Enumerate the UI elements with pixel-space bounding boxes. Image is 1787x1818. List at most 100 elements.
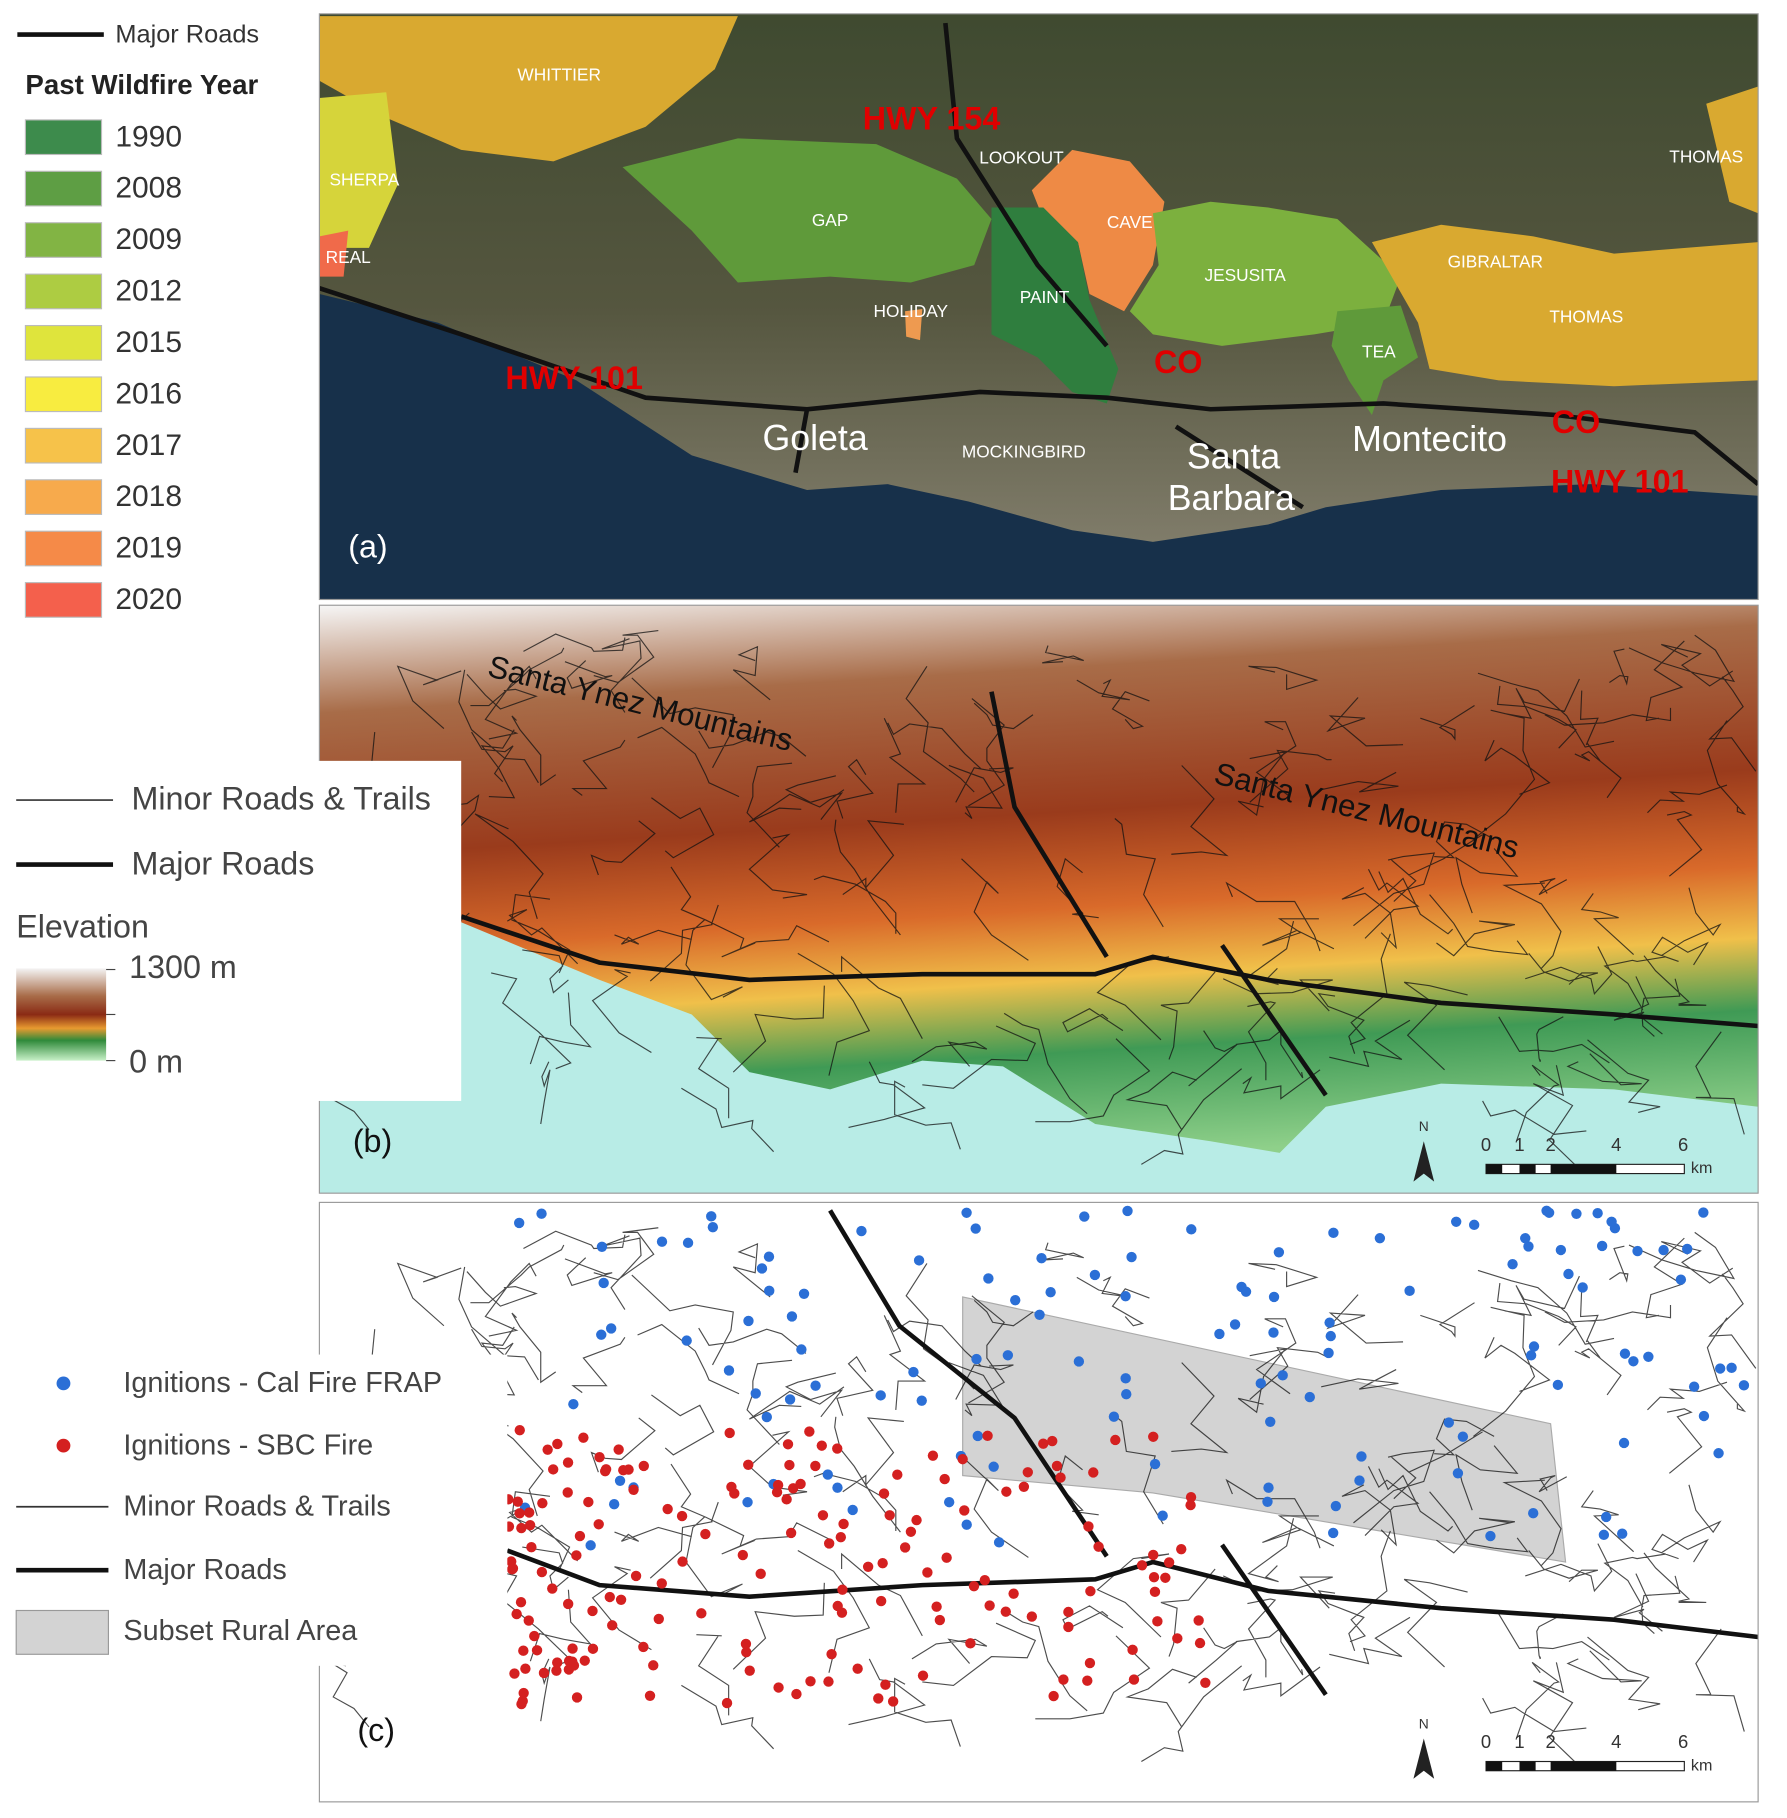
ignition-frap <box>750 1388 761 1399</box>
ignition-frap <box>1715 1363 1726 1374</box>
major-road <box>506 1209 1759 1696</box>
ignition-sbc <box>878 1488 890 1499</box>
ignition-sbc <box>518 1687 529 1699</box>
ignition-frap <box>1726 1362 1737 1374</box>
ignition-frap <box>1632 1245 1643 1257</box>
ignition-sbc <box>587 1605 598 1617</box>
ignition-sbc <box>781 1494 792 1505</box>
legend-swatch <box>24 273 103 310</box>
ignition-sbc <box>1022 1467 1033 1478</box>
ignition-sbc <box>567 1643 578 1654</box>
ignition-frap <box>1606 1216 1617 1227</box>
ignition-frap <box>656 1236 668 1247</box>
major-road <box>319 22 1759 510</box>
ignition-frap <box>1089 1269 1101 1281</box>
ignition-sbc <box>957 1453 968 1465</box>
ignition-frap <box>763 1251 775 1262</box>
ignition-sbc <box>737 1549 749 1561</box>
ignition-frap <box>1618 1437 1630 1449</box>
legend-a: Major Roads Past Wildfire Year 1990 2008 2… <box>17 20 259 618</box>
legend-label: 2020 <box>115 583 182 616</box>
fire-area <box>319 92 398 248</box>
ignition-sbc <box>1001 1486 1012 1497</box>
ignition-sbc <box>1127 1644 1138 1655</box>
legend-label: 2017 <box>115 429 182 462</box>
ignition-frap <box>1325 1330 1336 1342</box>
ignition-frap <box>943 1496 955 1508</box>
ignition-frap <box>1240 1286 1252 1297</box>
ignition-sbc <box>516 1522 527 1534</box>
legend-swatch <box>24 119 103 156</box>
ignition-sbc <box>523 1615 534 1626</box>
ignition-sbc <box>562 1487 573 1498</box>
legend-swatch <box>24 376 103 413</box>
ignition-frap <box>1468 1219 1480 1231</box>
ignition-sbc <box>835 1531 847 1543</box>
legend-dot <box>56 1376 71 1391</box>
ignition-sbc <box>615 1594 627 1605</box>
ignition-frap <box>1010 1294 1021 1306</box>
legend-label: Major Roads <box>123 1554 286 1586</box>
place-label: Santa <box>1187 436 1280 476</box>
ignition-sbc <box>700 1528 711 1540</box>
ignition-sbc <box>862 1561 874 1572</box>
ignition-sbc <box>563 1664 575 1675</box>
ignition-frap <box>1108 1411 1120 1422</box>
ignition-frap <box>1555 1244 1567 1256</box>
scale-label: 2 <box>1545 1731 1555 1752</box>
elevation-ramp <box>16 968 107 1061</box>
ignition-sbc <box>1148 1549 1159 1561</box>
panel-a: WHITTIER SHERPA REAL GAP LOOKOUT CAVE PA… <box>319 13 1759 600</box>
ignition-sbc <box>899 1542 911 1553</box>
legend-c: Ignitions - Cal Fire FRAP Ignitions - SB… <box>0 1354 508 1666</box>
ignition-sbc <box>1088 1467 1099 1478</box>
fire-area <box>1331 305 1419 416</box>
ignition-sbc <box>536 1566 548 1578</box>
fire-area <box>905 308 923 341</box>
ignition-frap <box>1443 1417 1455 1428</box>
scale-label: 1 <box>1514 1134 1524 1155</box>
ignition-sbc <box>880 1679 891 1690</box>
ignition-sbc <box>512 1496 523 1507</box>
ignition-frap <box>1120 1291 1131 1302</box>
ignition-sbc <box>911 1514 922 1526</box>
legend-label: Major Roads <box>131 845 314 881</box>
ignition-sbc <box>1136 1560 1148 1571</box>
ignition-sbc <box>514 1425 525 1436</box>
ignition-frap <box>1002 1350 1014 1361</box>
legend-swatch <box>24 170 103 207</box>
ignition-sbc <box>630 1570 642 1582</box>
ignition-frap <box>743 1315 754 1327</box>
ignition-frap <box>983 1273 994 1284</box>
ignition-sbc <box>931 1601 942 1612</box>
road-label: HWY 154 <box>863 101 1001 137</box>
ignition-frap <box>784 1394 796 1405</box>
ignition-sbc <box>1152 1616 1163 1627</box>
ignition-frap <box>1577 1282 1588 1293</box>
ignition-frap <box>1682 1243 1693 1255</box>
panel-label: (a) <box>348 528 387 564</box>
ignition-sbc <box>837 1584 848 1595</box>
place-label: Barbara <box>1168 478 1295 518</box>
ignition-frap <box>1262 1496 1273 1507</box>
ignition-sbc <box>593 1519 604 1530</box>
fire-label: SHERPA <box>329 170 399 190</box>
legend-swatch <box>24 222 103 258</box>
ignition-sbc <box>1058 1674 1069 1685</box>
ignition-frap <box>972 1430 983 1442</box>
legend-label: Ignitions - SBC Fire <box>123 1429 373 1461</box>
ignition-sbc <box>877 1558 888 1569</box>
panel-label: (b) <box>353 1123 392 1159</box>
ignition-frap <box>536 1208 547 1219</box>
ignition-sbc <box>743 1459 754 1470</box>
ignition-sbc <box>755 1568 766 1580</box>
ignition-sbc <box>607 1620 618 1631</box>
scale-segment <box>1519 1164 1536 1174</box>
ignition-sbc <box>729 1488 740 1499</box>
ignition-sbc <box>562 1457 574 1468</box>
scale-unit: km <box>1691 1756 1713 1774</box>
ignition-frap <box>1571 1208 1582 1219</box>
ignition-frap <box>1354 1475 1365 1486</box>
ignition-frap <box>1600 1511 1612 1523</box>
ignition-sbc <box>1200 1677 1211 1688</box>
